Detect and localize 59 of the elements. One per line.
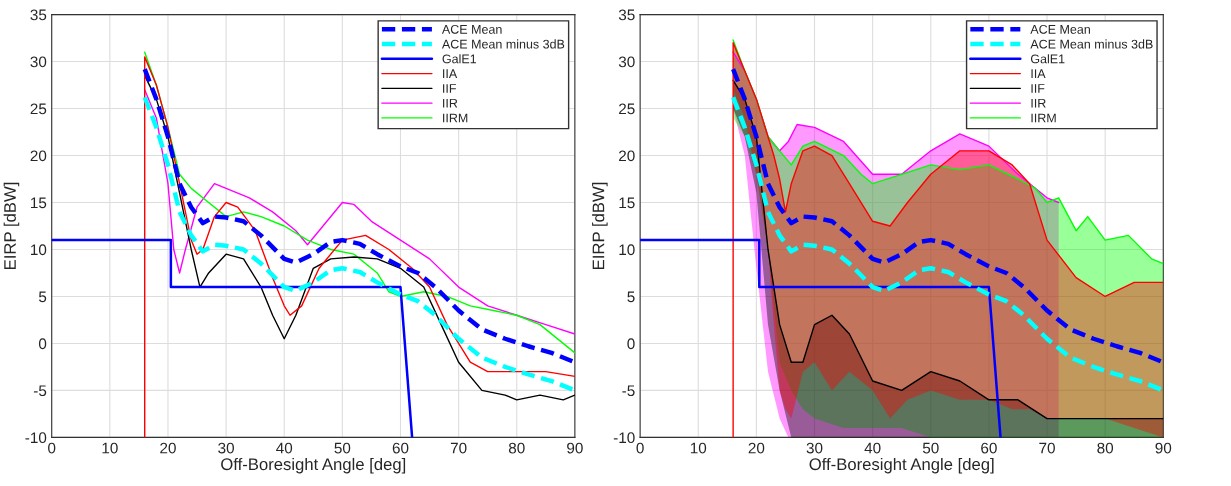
x-tick-label: 80 [1097, 442, 1114, 454]
y-tick-label: -10 [613, 432, 635, 444]
legend-label: IIF [1031, 84, 1045, 93]
legend-label: ACE Mean minus 3dB [441, 39, 565, 49]
y-tick-label: 35 [618, 9, 635, 21]
legend-label: IIR [1031, 98, 1046, 108]
legend-label: GalE1 [442, 54, 477, 64]
x-tick-label: 30 [218, 442, 234, 454]
x-tick-label: 0 [48, 442, 56, 454]
x-tick-label: 20 [160, 442, 176, 454]
x-tick-label: 50 [922, 442, 939, 454]
legend-label: IIA [1031, 69, 1046, 78]
y-tick-label: 15 [31, 197, 47, 209]
y-tick-label: 25 [30, 103, 47, 115]
y-tick-label: 30 [30, 56, 47, 68]
x-tick-label: 50 [334, 442, 351, 454]
x-tick-label: 40 [276, 442, 293, 454]
y-tick-label: 25 [619, 103, 635, 115]
y-tick-label: 15 [619, 197, 635, 209]
y-tick-label: 10 [31, 244, 47, 256]
x-axis-title: Off-Boresight Angle [deg] [809, 457, 994, 474]
x-tick-label: 40 [864, 442, 881, 454]
legend-label: IIF [443, 84, 456, 93]
x-tick-label: 70 [450, 442, 467, 454]
legend-label: ACE Mean [441, 24, 502, 34]
x-tick-label: 10 [690, 442, 707, 454]
y-tick-label: -10 [25, 432, 47, 444]
y-tick-label: -5 [33, 385, 47, 397]
legend-label: IIA [443, 69, 458, 78]
x-tick-label: 90 [1155, 442, 1172, 454]
y-tick-label: 5 [38, 291, 47, 303]
x-tick-label: 0 [636, 442, 644, 454]
x-tick-label: 60 [981, 442, 997, 454]
y-tick-label: 20 [619, 150, 635, 162]
legend-label: IIRM [443, 113, 468, 123]
x-axis-title: Off-Boresight Angle [deg] [221, 457, 406, 474]
legend-label: IIR [443, 98, 458, 108]
x-tick-label: 30 [806, 442, 823, 454]
y-tick-label: 5 [627, 291, 635, 303]
legend-label: ACE Mean [1030, 24, 1090, 34]
y-tick-label: 0 [627, 338, 635, 350]
y-tick-label: 10 [619, 244, 635, 256]
y-axis-title: EIRP [dBW] [592, 182, 608, 269]
x-tick-label: 80 [508, 442, 525, 454]
y-tick-label: 20 [30, 150, 47, 162]
legend-label: IIRM [1031, 113, 1056, 123]
x-tick-label: 60 [392, 442, 409, 454]
x-tick-label: 90 [567, 442, 583, 454]
legend-label: GalE1 [1030, 54, 1065, 64]
y-axis-title: EIRP [dBW] [3, 182, 20, 269]
x-tick-label: 20 [748, 442, 765, 454]
y-tick-label: -5 [622, 385, 635, 397]
x-tick-label: 10 [102, 442, 118, 454]
x-tick-label: 70 [1039, 442, 1055, 454]
y-tick-label: 0 [38, 338, 47, 350]
y-tick-label: 30 [618, 56, 635, 68]
legend-label: ACE Mean minus 3dB [1030, 39, 1153, 49]
line-series [730, 66, 1164, 365]
y-tick-label: 35 [30, 9, 47, 21]
